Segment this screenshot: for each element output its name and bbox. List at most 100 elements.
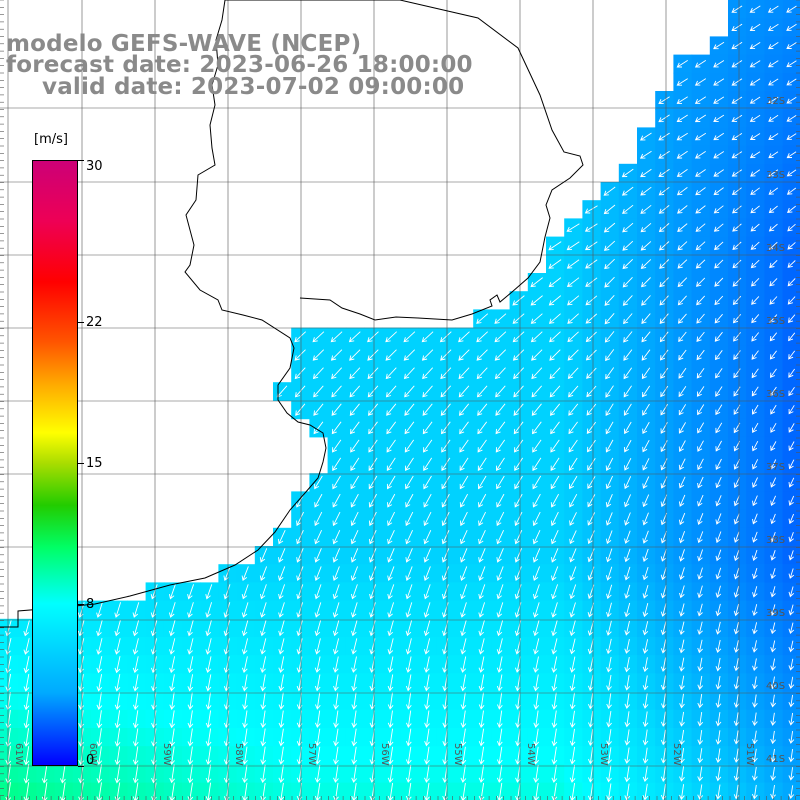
wind-arrow [169,728,176,747]
wind-arrow [587,728,594,747]
wind-arrow [768,96,779,104]
wind-arrow [369,548,377,563]
wind-arrow [733,748,740,763]
wind-arrow [41,764,48,784]
wind-arrow [496,710,503,729]
wind-arrow [731,96,743,104]
wind-arrow [259,566,268,581]
wind-arrow [478,764,485,783]
wind-arrow [241,638,249,655]
wind-arrow [114,656,121,674]
wind-arrow [697,422,705,434]
wind-arrow [641,277,651,288]
wind-arrow [368,493,377,508]
wind-arrow [679,621,685,636]
wind-arrow [624,476,632,490]
wind-arrow [731,60,743,68]
wind-arrow [260,674,266,692]
wind-arrow [606,674,612,691]
wind-arrow [423,548,432,563]
wind-arrow [424,728,430,747]
wind-arrow [260,638,267,655]
wind-arrow [515,746,521,765]
wind-arrow [205,710,212,729]
wind-arrow [568,385,579,398]
wind-arrow [697,513,704,525]
wind-arrow [441,493,450,508]
wind-arrow [586,421,597,434]
wind-arrow [788,550,794,561]
wind-arrow [624,494,632,508]
wind-arrow [749,114,761,122]
wind-arrow [460,638,467,655]
wind-arrow [658,96,670,104]
wind-arrow [460,602,467,618]
wind-arrow [278,746,285,765]
wind-arrow [259,584,267,600]
wind-arrow [697,748,704,764]
wind-arrow [405,530,414,545]
wind-arrow [642,729,649,746]
wind-arrow [187,602,194,618]
wind-arrow [478,674,485,692]
wind-arrow [424,692,430,710]
wind-arrow [132,602,140,618]
wind-arrow [715,495,722,507]
colorbar-unit: [m/s] [34,132,68,147]
wind-arrow [642,657,649,673]
wind-arrow [205,728,212,747]
wind-arrow [260,710,267,729]
wind-arrow [385,331,398,343]
wind-arrow [606,693,612,710]
wind-arrow [387,620,394,637]
wind-arrow [187,692,194,710]
wind-arrow [586,403,597,416]
wind-arrow [642,747,649,764]
wind-arrow [314,746,321,765]
wind-arrow [114,602,122,618]
wind-arrow [622,222,634,233]
wind-arrow [713,96,725,104]
wind-arrow [512,313,525,324]
wind-arrow [679,784,685,800]
wind-arrow [23,764,30,784]
wind-arrow [624,530,631,544]
wind-arrow [750,205,760,214]
wind-arrow [660,621,667,636]
wind-arrow [387,710,394,729]
wind-arrow [331,385,342,398]
wind-arrow [713,41,725,50]
wind-arrow [424,764,430,783]
wind-arrow [387,692,394,710]
wind-arrow [476,331,489,343]
wind-arrow [660,657,667,672]
wind-arrow [23,674,30,692]
wind-arrow [660,385,669,398]
wind-arrow [769,278,778,287]
wind-arrow [478,566,486,581]
wind-arrow [749,151,761,159]
wind-arrow [278,602,285,618]
wind-arrow [495,421,506,435]
wind-arrow [770,766,776,781]
wind-arrow [296,620,303,637]
wind-arrow [549,349,561,361]
wind-arrow [241,620,249,637]
wind-arrow [169,692,176,710]
wind-arrow [585,259,598,269]
wind-arrow [733,585,740,598]
wind-arrow [260,656,267,674]
wind-arrow [496,548,504,563]
wind-arrow [679,766,685,782]
lon-label: 60W [87,743,98,766]
wind-arrow [787,296,796,305]
wind-arrow [223,584,231,600]
wind-arrow [642,675,649,691]
wind-arrow [714,313,723,324]
wind-arrow [733,567,740,580]
wind-arrow [678,440,686,453]
wind-arrow [642,584,649,599]
wind-arrow [351,620,358,637]
wind-arrow [788,622,795,635]
wind-arrow [605,403,614,417]
